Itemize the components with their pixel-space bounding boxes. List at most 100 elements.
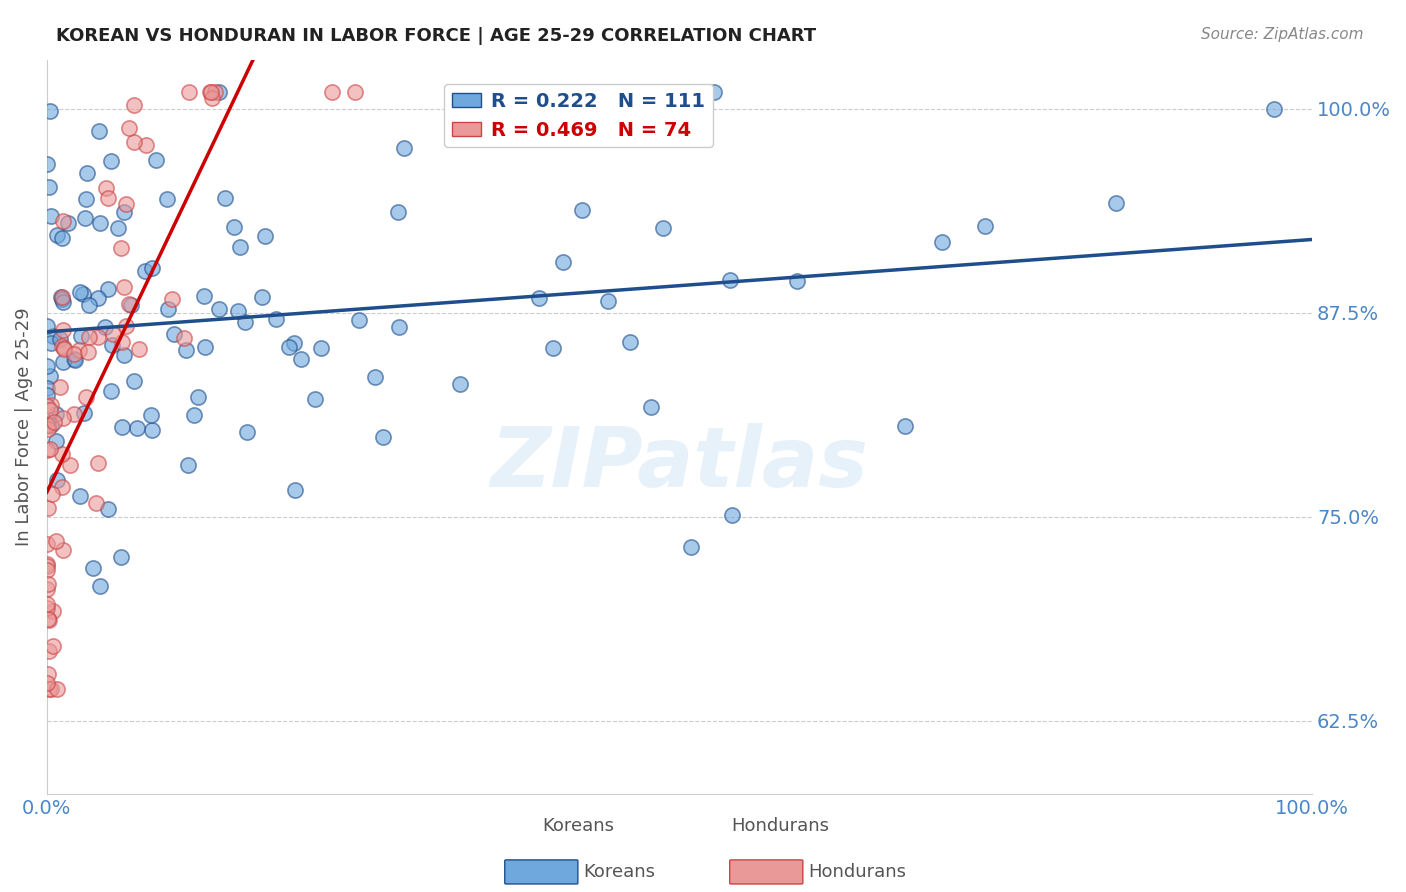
- Point: [37, 500, 59, 515]
- Y-axis label: In Labor Force | Age 25-29: In Labor Force | Age 25-29: [15, 308, 32, 546]
- Point: [38, 682, 60, 697]
- Point: [46, 228, 69, 243]
- Point: [52, 355, 75, 369]
- Point: [51, 290, 73, 304]
- Point: [214, 191, 236, 205]
- Point: [76, 166, 98, 180]
- Point: [38, 643, 60, 657]
- Point: [38, 180, 60, 194]
- Point: [76, 344, 98, 359]
- Point: [41, 329, 63, 343]
- Point: [35, 537, 58, 551]
- Point: [1104, 196, 1126, 211]
- Point: [236, 425, 259, 440]
- Point: [45, 434, 67, 448]
- Point: [97, 282, 120, 296]
- Point: [619, 334, 641, 349]
- Point: [145, 153, 167, 168]
- Point: [56, 216, 79, 230]
- Point: [347, 313, 370, 327]
- Point: [35, 557, 58, 571]
- Point: [122, 135, 145, 149]
- Point: [110, 549, 132, 564]
- Point: [77, 298, 100, 312]
- Point: [42, 415, 65, 429]
- Text: KOREAN VS HONDURAN IN LABOR FORCE | AGE 25-29 CORRELATION CHART: KOREAN VS HONDURAN IN LABOR FORCE | AGE …: [56, 27, 817, 45]
- Point: [122, 98, 145, 112]
- Point: [120, 298, 142, 312]
- Point: [69, 329, 91, 343]
- Point: [52, 214, 75, 228]
- Point: [193, 340, 215, 354]
- Point: [204, 85, 226, 99]
- Point: [176, 343, 198, 357]
- Point: [118, 121, 141, 136]
- Point: [703, 85, 725, 99]
- Point: [87, 124, 110, 138]
- Point: [177, 85, 200, 99]
- Point: [284, 483, 307, 497]
- Text: Source: ZipAtlas.com: Source: ZipAtlas.com: [1201, 27, 1364, 42]
- Point: [35, 318, 58, 333]
- Point: [51, 230, 73, 244]
- Point: [541, 341, 564, 355]
- Point: [226, 303, 249, 318]
- Point: [52, 411, 75, 425]
- Point: [449, 377, 471, 392]
- Point: [35, 417, 58, 432]
- Point: [118, 296, 141, 310]
- Point: [97, 501, 120, 516]
- Point: [37, 387, 59, 401]
- Point: [96, 181, 118, 195]
- Point: [35, 443, 58, 458]
- Point: [37, 422, 59, 436]
- Point: [35, 563, 58, 577]
- Point: [63, 347, 86, 361]
- Point: [37, 612, 59, 626]
- Point: [529, 291, 551, 305]
- Point: [38, 403, 60, 417]
- Point: [42, 640, 65, 654]
- Point: [45, 407, 67, 421]
- Point: [112, 280, 135, 294]
- Point: [973, 219, 995, 233]
- Point: [39, 103, 62, 118]
- Point: [41, 486, 63, 500]
- Point: [51, 292, 73, 306]
- Point: [59, 458, 82, 472]
- Point: [387, 205, 409, 219]
- Point: [394, 141, 416, 155]
- Point: [157, 301, 180, 316]
- Point: [101, 337, 124, 351]
- Point: [786, 274, 808, 288]
- Legend: R = 0.222   N = 111, R = 0.469   N = 74: R = 0.222 N = 111, R = 0.469 N = 74: [444, 84, 713, 147]
- Point: [39, 417, 62, 432]
- Point: [110, 241, 132, 255]
- Point: [69, 490, 91, 504]
- Point: [87, 291, 110, 305]
- Point: [37, 419, 59, 434]
- Point: [63, 408, 86, 422]
- Point: [63, 352, 86, 367]
- Point: [65, 353, 87, 368]
- Point: [35, 558, 58, 573]
- Point: [718, 273, 741, 287]
- Point: [343, 85, 366, 99]
- Point: [41, 681, 63, 696]
- Point: [39, 398, 62, 412]
- Point: [53, 341, 76, 355]
- Point: [931, 235, 953, 249]
- Point: [388, 319, 411, 334]
- Point: [135, 137, 157, 152]
- Point: [51, 339, 73, 353]
- Text: ZIPatlas: ZIPatlas: [491, 423, 869, 504]
- Point: [37, 600, 59, 615]
- Point: [37, 577, 59, 591]
- Point: [681, 541, 703, 555]
- Point: [254, 228, 277, 243]
- Point: [52, 542, 75, 557]
- Point: [72, 287, 94, 301]
- Text: Koreans: Koreans: [543, 817, 614, 835]
- Point: [128, 342, 150, 356]
- Point: [290, 351, 312, 366]
